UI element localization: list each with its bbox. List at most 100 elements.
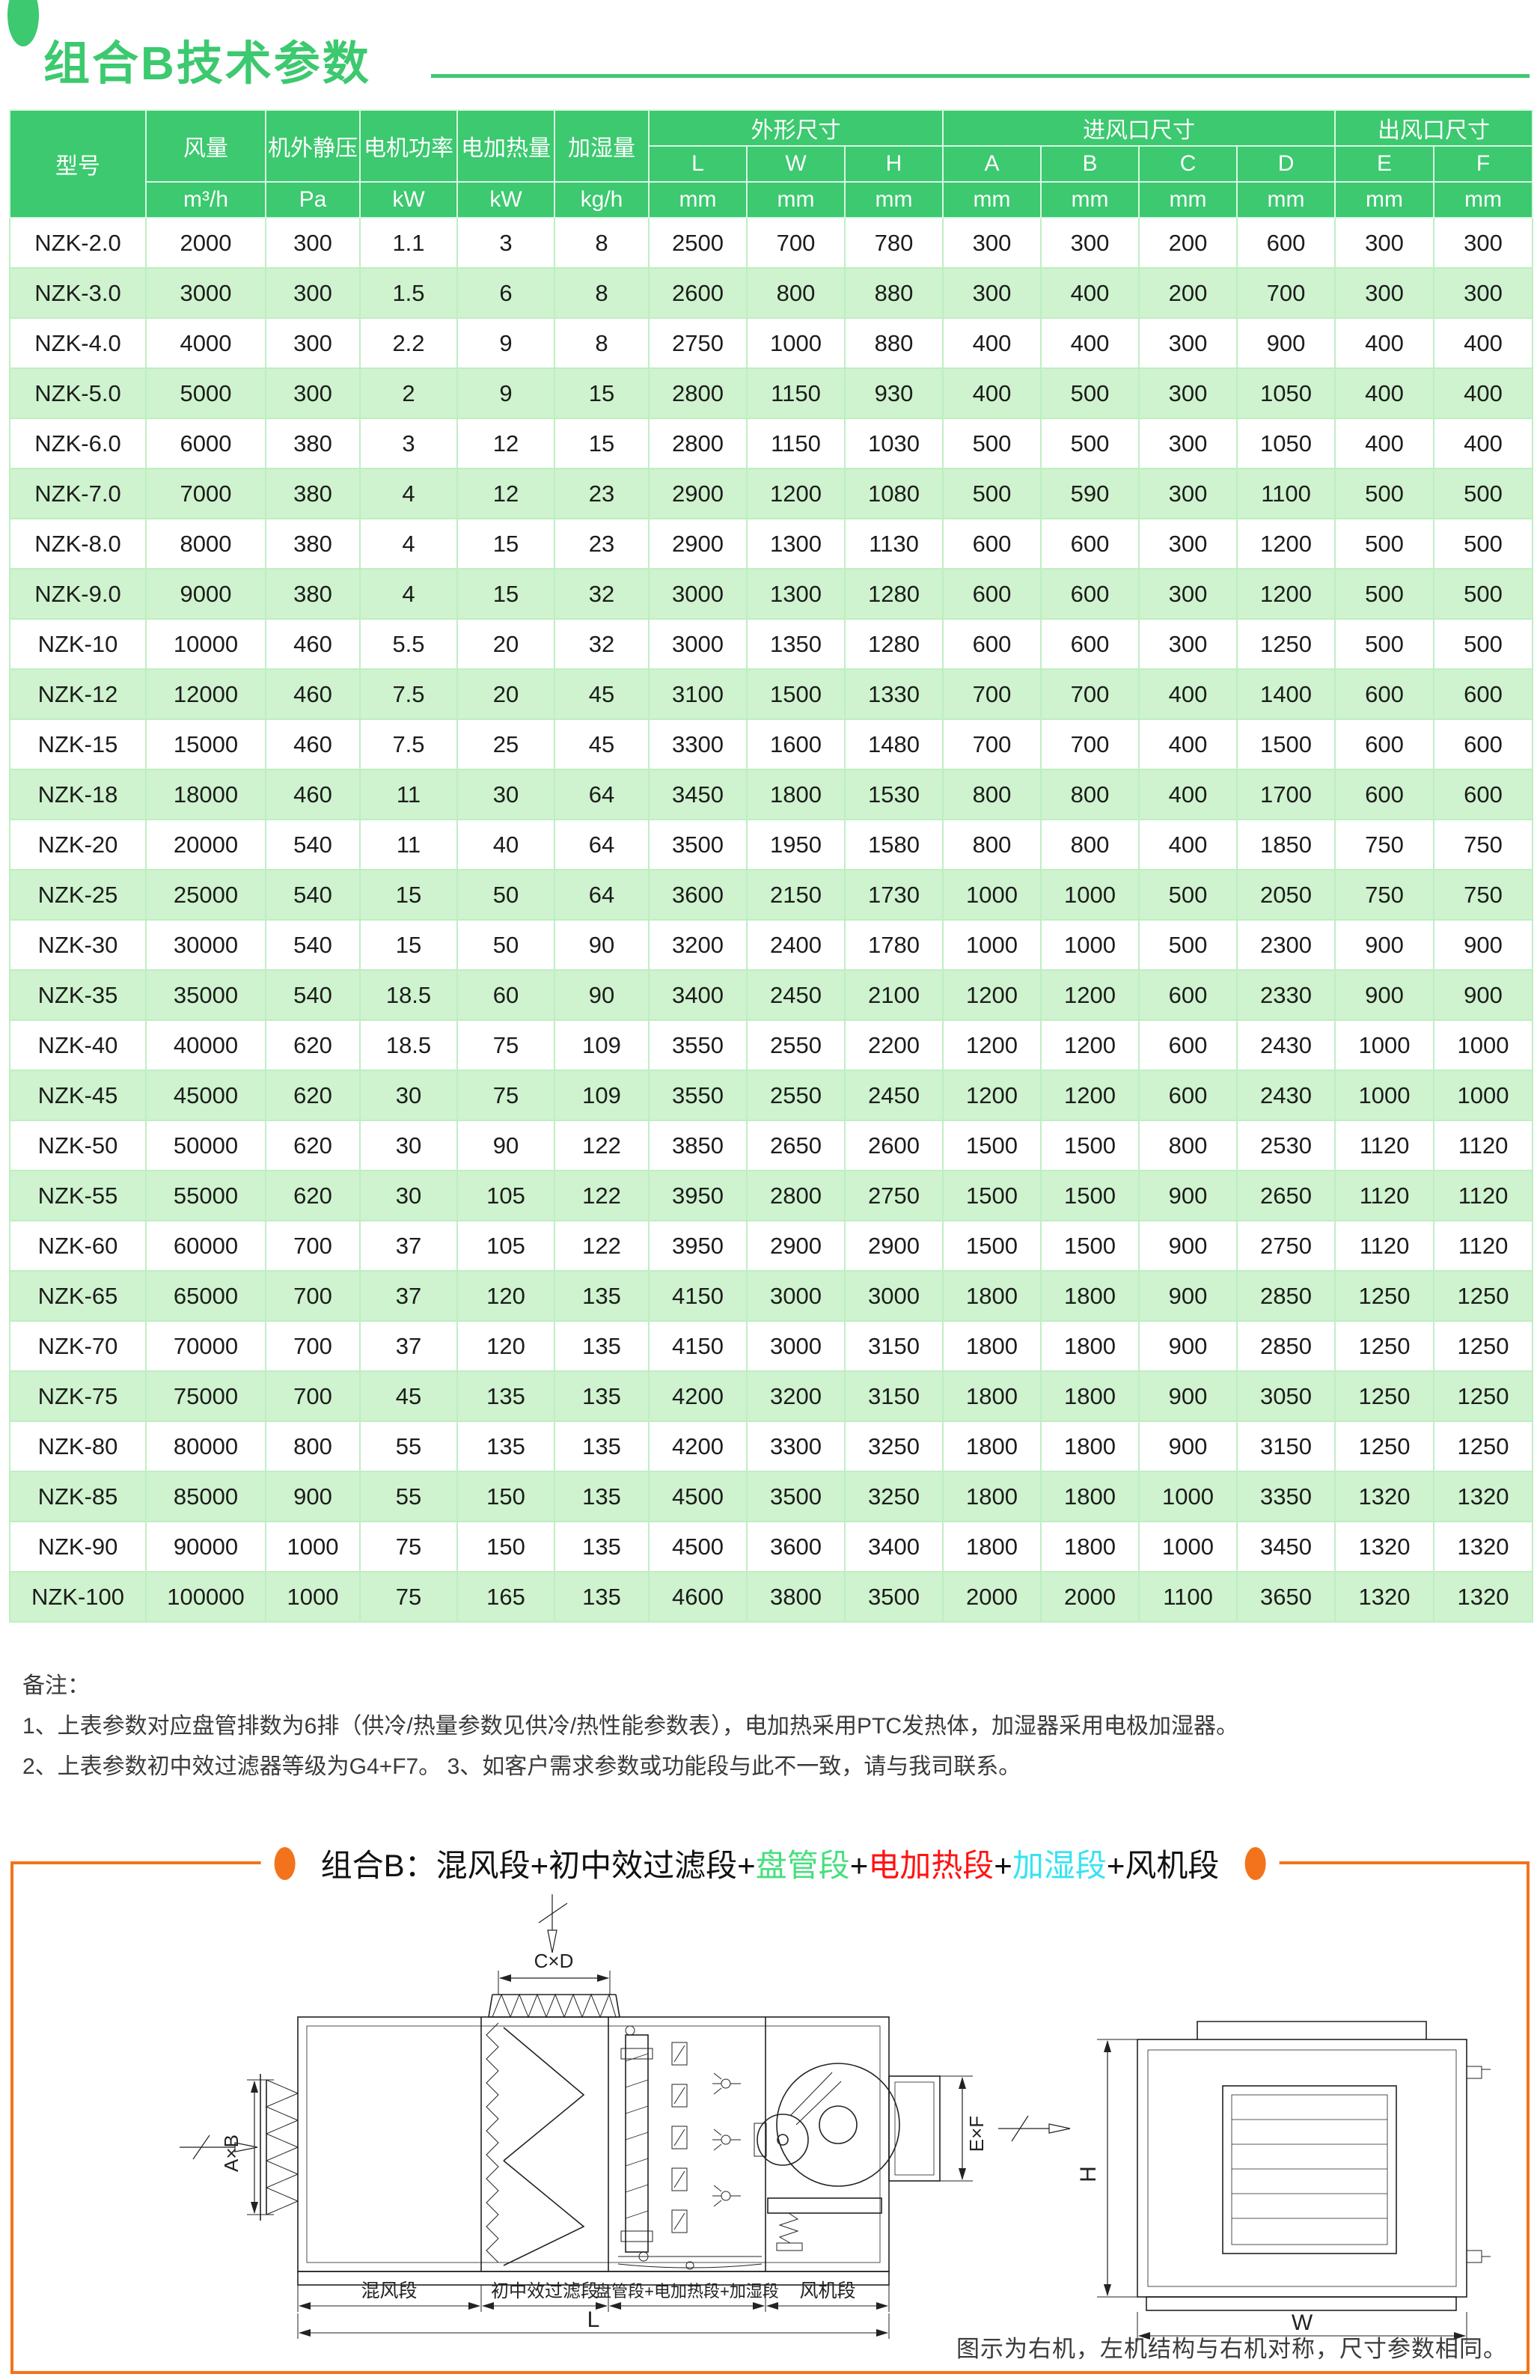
notes-title: 备注： bbox=[22, 1673, 90, 1699]
label-seg-coil: 盘管段+电加热段+加湿段 bbox=[595, 2282, 779, 2301]
value-cell: 2900 bbox=[648, 518, 748, 570]
value-cell: 37 bbox=[359, 1220, 458, 1272]
value-cell: 2600 bbox=[648, 267, 748, 320]
value-cell: 50 bbox=[456, 919, 555, 971]
header-sub-H: H bbox=[843, 145, 944, 183]
value-cell: 1530 bbox=[843, 769, 944, 821]
value-cell: 900 bbox=[1433, 969, 1534, 1022]
value-cell: 3150 bbox=[843, 1370, 944, 1423]
value-cell: 75 bbox=[456, 1019, 555, 1072]
value-cell: 1200 bbox=[1040, 969, 1140, 1022]
value-cell: 2430 bbox=[1236, 1019, 1336, 1072]
model-cell: NZK-9.0 bbox=[9, 568, 147, 620]
value-cell: 1950 bbox=[746, 819, 846, 871]
value-cell: 300 bbox=[265, 367, 361, 420]
value-cell: 600 bbox=[1334, 668, 1435, 721]
value-cell: 600 bbox=[942, 518, 1042, 570]
value-cell: 50 bbox=[456, 869, 555, 921]
value-cell: 1800 bbox=[942, 1370, 1042, 1423]
value-cell: 1.5 bbox=[359, 267, 458, 320]
value-cell: 8 bbox=[554, 317, 650, 370]
value-cell: 2450 bbox=[746, 969, 846, 1022]
value-cell: 1130 bbox=[843, 518, 944, 570]
value-cell: 500 bbox=[1040, 418, 1140, 470]
header-group-dimensions: 外形尺寸 bbox=[647, 109, 944, 147]
value-cell: 18000 bbox=[145, 769, 266, 821]
value-cell: 930 bbox=[843, 367, 944, 420]
combo-prefix: 组合B：混风段+初中效过滤段+ bbox=[320, 1848, 756, 1883]
value-cell: 200 bbox=[1138, 217, 1238, 269]
value-cell: 1480 bbox=[843, 718, 944, 771]
value-cell: 3 bbox=[359, 418, 458, 470]
label-w: W bbox=[1292, 2310, 1313, 2335]
value-cell: 4500 bbox=[648, 1471, 748, 1523]
value-cell: 1850 bbox=[1236, 819, 1336, 871]
model-cell: NZK-40 bbox=[9, 1019, 147, 1072]
value-cell: 600 bbox=[1040, 568, 1140, 620]
spec-table: 型号 风量 机外静压 电机功率 电加热量 加湿量 外形尺寸 进风口尺寸 出风口尺… bbox=[9, 109, 1534, 1623]
value-cell: 135 bbox=[554, 1571, 650, 1623]
model-cell: NZK-65 bbox=[9, 1270, 147, 1322]
value-cell: 540 bbox=[265, 969, 361, 1022]
value-cell: 1200 bbox=[942, 1070, 1042, 1122]
value-cell: 400 bbox=[1138, 668, 1238, 721]
diagram-note: 图示为右机，左机结构与右机对称，尺寸参数相同。 bbox=[956, 2336, 1507, 2362]
table-row: NZK-25 25000 540 15 50 64 3600 2150 1730 1000 1000… bbox=[9, 869, 1534, 921]
value-cell: 15 bbox=[554, 418, 650, 470]
value-cell: 135 bbox=[554, 1370, 650, 1423]
value-cell: 460 bbox=[265, 718, 361, 771]
value-cell: 200 bbox=[1138, 267, 1238, 320]
unit-mm: mm bbox=[942, 181, 1042, 219]
value-cell: 400 bbox=[1138, 769, 1238, 821]
title-bar: 组合B技术参数 bbox=[0, 0, 1540, 90]
value-cell: 1000 bbox=[1433, 1019, 1534, 1072]
value-cell: 90000 bbox=[145, 1521, 266, 1573]
value-cell: 2300 bbox=[1236, 919, 1336, 971]
value-cell: 600 bbox=[1334, 718, 1435, 771]
value-cell: 600 bbox=[1433, 718, 1534, 771]
value-cell: 55000 bbox=[145, 1170, 266, 1222]
label-cxd: C×D bbox=[534, 1950, 574, 1972]
table-row: NZK-90 90000 1000 75 150 135 4500 3600 3400 1800 1… bbox=[9, 1521, 1534, 1573]
value-cell: 2050 bbox=[1236, 869, 1336, 921]
model-cell: NZK-90 bbox=[9, 1521, 147, 1573]
value-cell: 8 bbox=[554, 217, 650, 269]
page-title: 组合B技术参数 bbox=[43, 38, 371, 90]
value-cell: 30000 bbox=[145, 919, 266, 971]
value-cell: 600 bbox=[1138, 969, 1238, 1022]
value-cell: 2850 bbox=[1236, 1320, 1336, 1373]
value-cell: 800 bbox=[265, 1421, 361, 1473]
value-cell: 135 bbox=[554, 1521, 650, 1573]
value-cell: 3500 bbox=[843, 1571, 944, 1623]
value-cell: 25 bbox=[456, 718, 555, 771]
model-cell: NZK-100 bbox=[9, 1571, 147, 1623]
combo-title-text: 组合B：混风段+初中效过滤段+盘管段+电加热段+加湿段+风机段 bbox=[321, 1840, 1220, 1886]
value-cell: 1800 bbox=[1040, 1521, 1140, 1573]
value-cell: 1030 bbox=[843, 418, 944, 470]
value-cell: 2900 bbox=[648, 468, 748, 520]
value-cell: 135 bbox=[554, 1320, 650, 1373]
value-cell: 600 bbox=[1138, 1070, 1238, 1122]
value-cell: 500 bbox=[1334, 518, 1435, 570]
header-group-outlet: 出风口尺寸 bbox=[1334, 109, 1534, 147]
value-cell: 300 bbox=[1138, 367, 1238, 420]
value-cell: 600 bbox=[1138, 1019, 1238, 1072]
value-cell: 75 bbox=[456, 1070, 555, 1122]
value-cell: 2000 bbox=[942, 1571, 1042, 1623]
value-cell: 1000 bbox=[942, 919, 1042, 971]
header-sub-B: B bbox=[1040, 145, 1140, 183]
value-cell: 300 bbox=[1138, 317, 1238, 370]
value-cell: 2000 bbox=[1040, 1571, 1140, 1623]
value-cell: 60 bbox=[456, 969, 555, 1022]
value-cell: 4600 bbox=[648, 1571, 748, 1623]
model-cell: NZK-3.0 bbox=[9, 267, 147, 320]
value-cell: 40 bbox=[456, 819, 555, 871]
value-cell: 900 bbox=[1138, 1220, 1238, 1272]
value-cell: 1200 bbox=[1040, 1019, 1140, 1072]
value-cell: 37 bbox=[359, 1270, 458, 1322]
value-cell: 600 bbox=[1334, 769, 1435, 821]
value-cell: 1000 bbox=[1040, 869, 1140, 921]
value-cell: 1000 bbox=[746, 317, 846, 370]
value-cell: 135 bbox=[554, 1471, 650, 1523]
value-cell: 120 bbox=[456, 1270, 555, 1322]
